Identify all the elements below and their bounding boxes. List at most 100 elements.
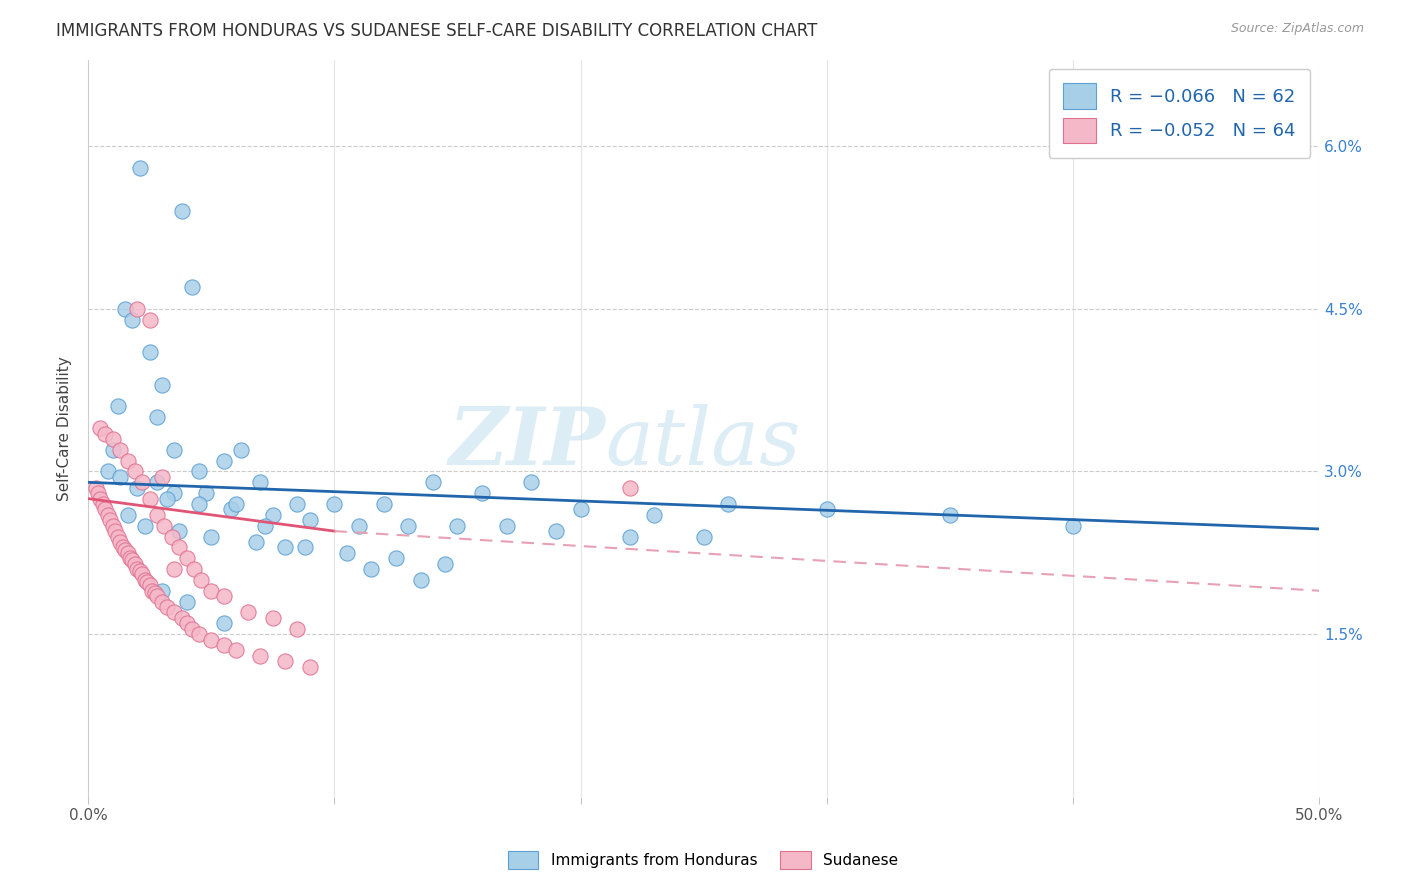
- Point: [212, 638, 235, 652]
- Point: [156, 599, 179, 614]
- Point: [127, 301, 149, 316]
- Point: [108, 442, 131, 457]
- Point: [187, 627, 209, 641]
- Point: [238, 606, 260, 620]
- Point: [107, 400, 129, 414]
- Point: [939, 508, 962, 522]
- Point: [150, 583, 173, 598]
- Point: [117, 508, 139, 522]
- Point: [176, 616, 198, 631]
- Point: [146, 589, 169, 603]
- Point: [136, 575, 159, 590]
- Point: [619, 481, 641, 495]
- Point: [128, 564, 150, 578]
- Point: [167, 524, 190, 538]
- Point: [219, 502, 242, 516]
- Point: [138, 312, 160, 326]
- Point: [114, 542, 136, 557]
- Point: [150, 470, 173, 484]
- Point: [373, 497, 395, 511]
- Point: [229, 442, 252, 457]
- Point: [146, 410, 169, 425]
- Point: [117, 453, 139, 467]
- Point: [118, 551, 141, 566]
- Point: [180, 280, 202, 294]
- Point: [409, 573, 432, 587]
- Text: ZIP: ZIP: [449, 404, 605, 482]
- Point: [141, 583, 163, 598]
- Point: [249, 475, 271, 490]
- Point: [108, 535, 131, 549]
- Point: [163, 442, 186, 457]
- Y-axis label: Self-Care Disability: Self-Care Disability: [58, 356, 72, 500]
- Point: [643, 508, 665, 522]
- Point: [170, 611, 193, 625]
- Point: [170, 204, 193, 219]
- Point: [91, 497, 114, 511]
- Point: [117, 546, 139, 560]
- Point: [298, 513, 321, 527]
- Point: [212, 616, 235, 631]
- Point: [111, 541, 134, 555]
- Point: [396, 518, 419, 533]
- Point: [385, 551, 408, 566]
- Point: [150, 377, 173, 392]
- Point: [569, 502, 592, 516]
- Point: [180, 622, 202, 636]
- Point: [107, 529, 129, 543]
- Point: [619, 529, 641, 543]
- Point: [446, 518, 468, 533]
- Point: [294, 541, 316, 555]
- Point: [274, 541, 297, 555]
- Point: [212, 453, 235, 467]
- Point: [94, 426, 117, 441]
- Point: [262, 611, 284, 625]
- Text: atlas: atlas: [605, 404, 800, 482]
- Point: [167, 541, 190, 555]
- Point: [190, 573, 212, 587]
- Point: [163, 486, 186, 500]
- Point: [127, 481, 149, 495]
- Legend: R = −0.066   N = 62, R = −0.052   N = 64: R = −0.066 N = 62, R = −0.052 N = 64: [1049, 69, 1310, 158]
- Point: [1062, 518, 1084, 533]
- Point: [298, 659, 321, 673]
- Point: [176, 551, 198, 566]
- Point: [138, 345, 160, 359]
- Point: [134, 573, 156, 587]
- Point: [212, 589, 235, 603]
- Point: [254, 518, 277, 533]
- Point: [89, 491, 111, 506]
- Point: [156, 491, 179, 506]
- Point: [94, 502, 117, 516]
- Point: [225, 643, 247, 657]
- Point: [146, 508, 169, 522]
- Point: [187, 465, 209, 479]
- Point: [131, 567, 153, 582]
- Point: [101, 518, 124, 533]
- Point: [347, 518, 370, 533]
- Point: [225, 497, 247, 511]
- Point: [138, 578, 160, 592]
- Point: [422, 475, 444, 490]
- Point: [495, 518, 517, 533]
- Point: [815, 502, 838, 516]
- Point: [200, 583, 222, 598]
- Point: [146, 475, 169, 490]
- Point: [84, 481, 107, 495]
- Point: [138, 491, 160, 506]
- Point: [101, 432, 124, 446]
- Point: [101, 442, 124, 457]
- Point: [360, 562, 382, 576]
- Point: [124, 465, 146, 479]
- Point: [163, 562, 186, 576]
- Point: [287, 497, 309, 511]
- Point: [128, 161, 150, 175]
- Point: [134, 518, 156, 533]
- Point: [97, 508, 120, 522]
- Point: [153, 518, 176, 533]
- Point: [183, 562, 205, 576]
- Point: [160, 529, 183, 543]
- Point: [195, 486, 218, 500]
- Point: [187, 497, 209, 511]
- Point: [520, 475, 543, 490]
